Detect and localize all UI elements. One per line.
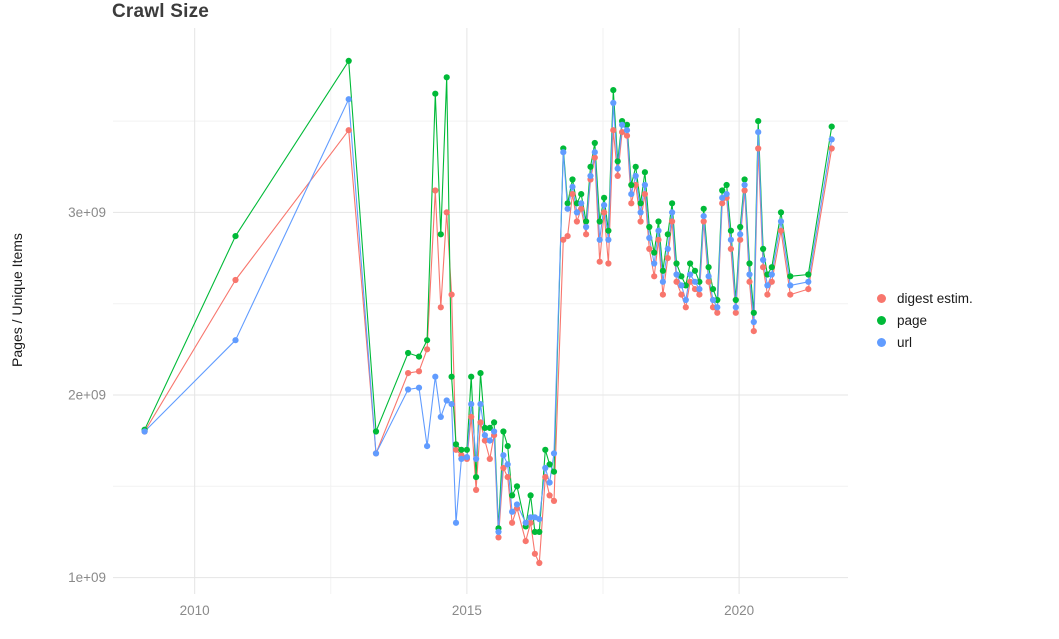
legend-label-digest-estim: digest estim. [897, 290, 973, 306]
legend-label-page: page [897, 312, 928, 328]
series-lines [144, 60, 833, 564]
svg-text:2e+09: 2e+09 [68, 387, 106, 402]
legend-dot-icon-page [877, 315, 886, 325]
svg-text:2010: 2010 [180, 603, 210, 618]
legend-item-url: url [877, 331, 973, 353]
axis-tick-labels: 1e+09 2e+09 3e+09 2010 2015 2020 [68, 205, 754, 618]
svg-text:3e+09: 3e+09 [68, 205, 106, 220]
legend-item-page: page [877, 309, 973, 331]
svg-text:1e+09: 1e+09 [68, 570, 106, 585]
svg-text:2020: 2020 [724, 603, 754, 618]
series-points [141, 57, 835, 567]
legend-label-url: url [897, 334, 913, 350]
svg-text:2015: 2015 [452, 603, 482, 618]
legend-dot-icon-digest-estim [877, 293, 886, 303]
grid-minor [113, 28, 848, 594]
chart-title: Crawl Size [112, 1, 210, 22]
legend-item-digest-estim: digest estim. [877, 287, 973, 309]
legend-dot-icon-url [877, 337, 886, 347]
legend: digest estim. page url [877, 287, 973, 353]
grid-major [113, 28, 848, 594]
